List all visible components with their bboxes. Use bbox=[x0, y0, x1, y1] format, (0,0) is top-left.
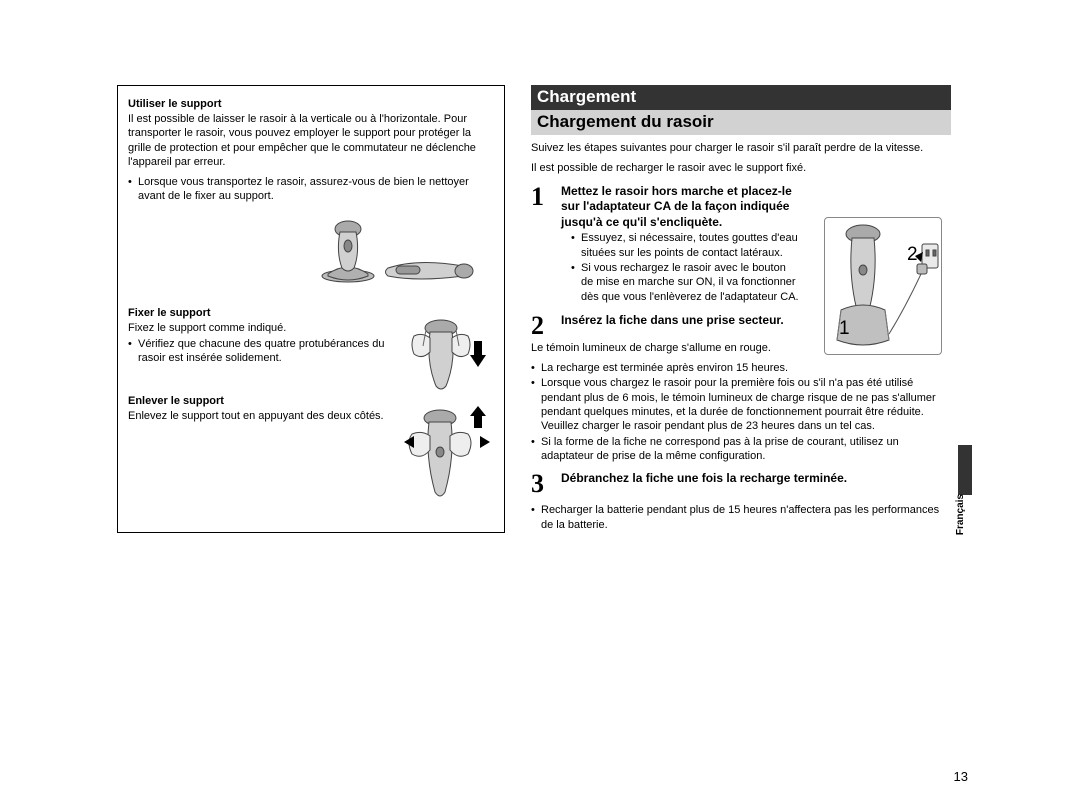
step-1-number: 1 bbox=[531, 184, 553, 305]
attach-support-bullet: Vérifiez que chacune des quatre protubér… bbox=[128, 337, 398, 366]
attach-illustration bbox=[408, 316, 488, 396]
step-1-bullet-1: Essuyez, si nécessaire, toutes gouttes d… bbox=[561, 231, 801, 260]
remove-support-paragraph: Enlevez le support tout en appuyant des … bbox=[128, 409, 398, 423]
step-1-bullet-2: Si vous rechargez le rasoir avec le bout… bbox=[561, 261, 801, 304]
section-title-bar: Chargement bbox=[531, 85, 951, 110]
stand-illustration bbox=[318, 216, 478, 286]
use-support-paragraph: Il est possible de laisser le rasoir à l… bbox=[128, 112, 494, 169]
step-2-bullet-1: La recharge est terminée après environ 1… bbox=[531, 361, 951, 375]
svg-text:2: 2 bbox=[907, 244, 918, 265]
section-subtitle-bar: Chargement du rasoir bbox=[531, 110, 951, 135]
step-3-bullet-1: Recharger la batterie pendant plus de 15… bbox=[531, 503, 951, 532]
language-tab-marker bbox=[958, 445, 972, 495]
charging-intro-1: Suivez les étapes suivantes pour charger… bbox=[531, 141, 951, 155]
step-2-number: 2 bbox=[531, 313, 553, 339]
charge-illustration-frame: 1 2 bbox=[824, 217, 942, 355]
step-3-number: 3 bbox=[531, 471, 553, 497]
step-3-title: Débranchez la fiche une fois la recharge… bbox=[561, 471, 951, 487]
step-2-bullet-2: Lorsque vous chargez le rasoir pour la p… bbox=[531, 376, 951, 433]
step-2-bullet-3: Si la forme de la fiche ne correspond pa… bbox=[531, 435, 951, 464]
use-support-bullet: Lorsque vous transportez le rasoir, assu… bbox=[128, 175, 494, 204]
support-section-box: Utiliser le support Il est possible de l… bbox=[117, 85, 505, 533]
step-1-title: Mettez le rasoir hors marche et placez-l… bbox=[561, 184, 801, 231]
charging-intro-2: Il est possible de recharger le rasoir a… bbox=[531, 161, 951, 175]
language-label: Français bbox=[955, 494, 966, 535]
remove-illustration bbox=[404, 406, 490, 506]
charging-section: Chargement Chargement du rasoir Suivez l… bbox=[531, 85, 951, 533]
remove-support-heading: Enlever le support bbox=[128, 395, 494, 407]
charge-illustration: 1 2 bbox=[825, 218, 941, 354]
use-support-heading: Utiliser le support bbox=[128, 98, 494, 110]
svg-text:1: 1 bbox=[839, 318, 850, 339]
step-3: 3 Débranchez la fiche une fois la rechar… bbox=[531, 471, 951, 497]
page-number: 13 bbox=[954, 769, 968, 784]
